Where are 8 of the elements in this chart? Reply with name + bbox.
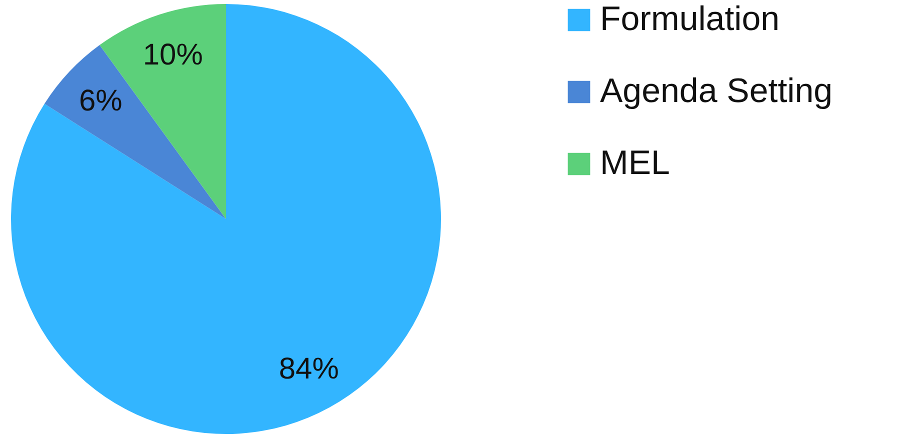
pie-slice xyxy=(44,45,226,219)
legend-label: MEL xyxy=(600,144,670,182)
legend-label: Agenda Setting xyxy=(600,72,833,110)
pie-slice xyxy=(11,4,441,434)
data-label: 84% xyxy=(278,352,339,386)
legend-label: Formulation xyxy=(600,0,780,38)
data-label: 10% xyxy=(142,38,203,72)
data-label: 6% xyxy=(78,84,122,118)
